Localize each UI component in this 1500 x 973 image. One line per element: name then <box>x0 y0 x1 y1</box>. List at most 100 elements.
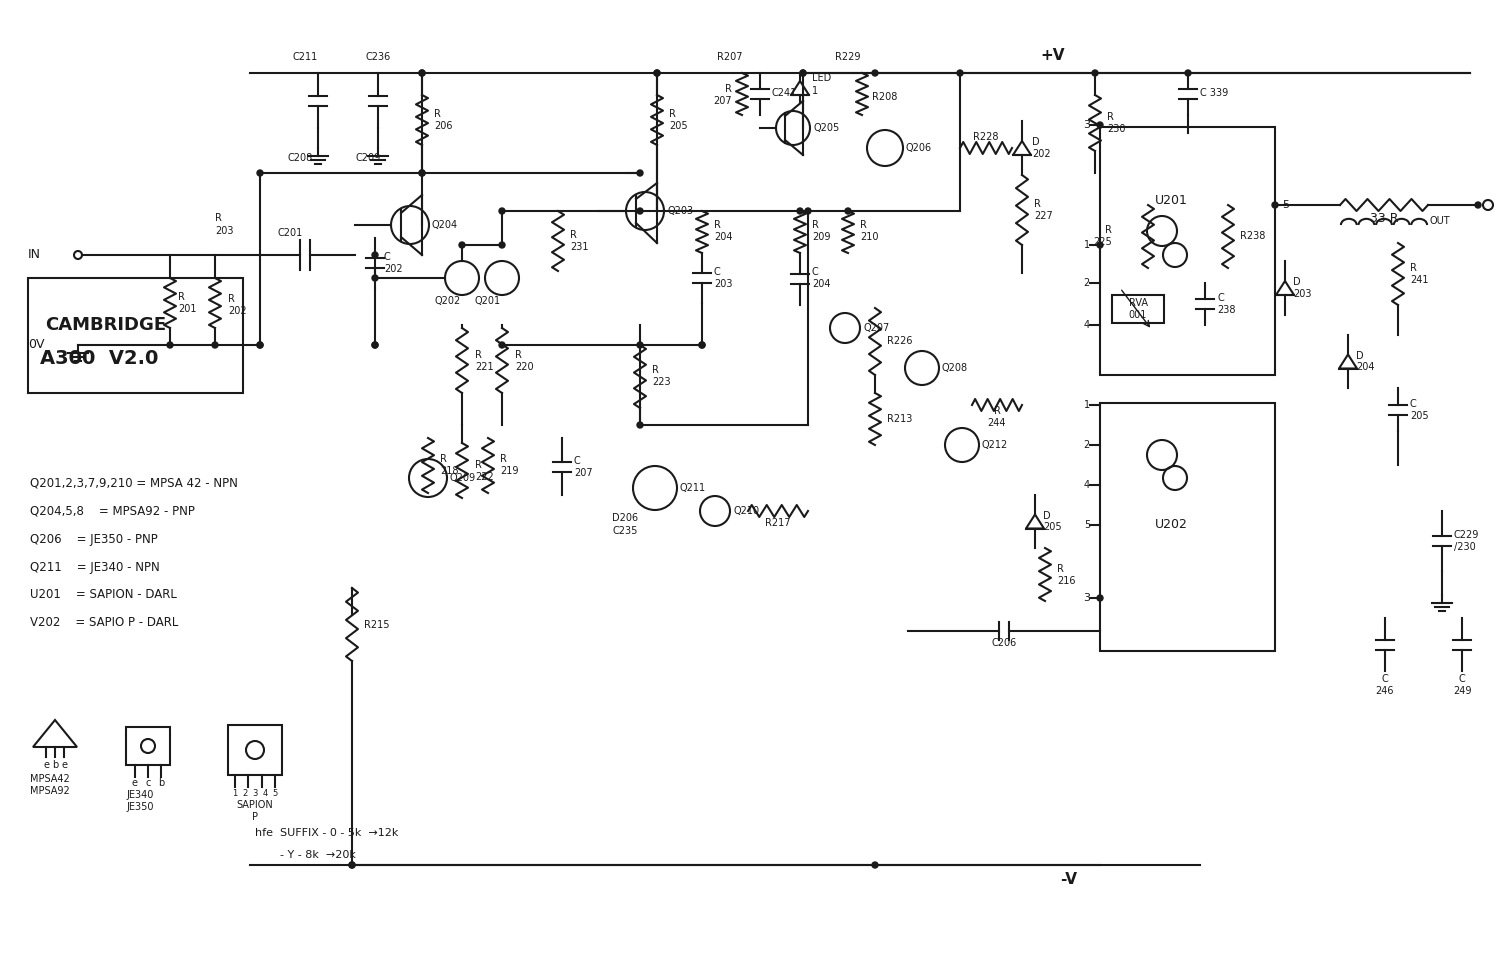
Text: 3: 3 <box>1083 593 1090 603</box>
Text: D
205: D 205 <box>1042 511 1062 532</box>
Text: Q211: Q211 <box>680 483 706 493</box>
Text: 4: 4 <box>1084 480 1090 490</box>
Text: R
244: R 244 <box>987 406 1006 428</box>
Text: A300  V2.0: A300 V2.0 <box>40 348 159 368</box>
Text: 33 R: 33 R <box>1370 211 1398 225</box>
Text: Q202: Q202 <box>435 296 460 306</box>
Text: D206: D206 <box>612 513 638 523</box>
Circle shape <box>1096 595 1102 601</box>
Text: P: P <box>252 812 258 822</box>
Text: hfe  SUFFIX - 0 - 5k  →12k: hfe SUFFIX - 0 - 5k →12k <box>255 828 399 838</box>
Text: R
218: R 218 <box>440 454 459 476</box>
Text: MPSA92: MPSA92 <box>30 786 69 796</box>
Text: Q201,2,3,7,9,210 = MPSA 42 - NPN: Q201,2,3,7,9,210 = MPSA 42 - NPN <box>30 477 239 489</box>
Circle shape <box>256 342 262 348</box>
Bar <box>126 727 170 765</box>
Circle shape <box>699 342 705 348</box>
Text: Q208: Q208 <box>942 363 968 373</box>
Text: Q205: Q205 <box>813 123 840 133</box>
Text: R215: R215 <box>364 620 390 630</box>
Circle shape <box>654 70 660 76</box>
Text: 5: 5 <box>1282 200 1288 210</box>
Text: R
223: R 223 <box>652 365 670 387</box>
Circle shape <box>957 70 963 76</box>
Text: R
207: R 207 <box>714 85 732 106</box>
Text: R: R <box>214 213 222 223</box>
Text: U201: U201 <box>1155 195 1188 207</box>
Circle shape <box>419 70 424 76</box>
Text: 2: 2 <box>1083 278 1090 288</box>
Circle shape <box>211 342 217 348</box>
Circle shape <box>1096 242 1102 248</box>
Circle shape <box>871 70 877 76</box>
Text: JE350: JE350 <box>126 802 153 812</box>
Text: CAMBRIDGE: CAMBRIDGE <box>45 316 166 334</box>
Text: LED: LED <box>812 73 831 83</box>
Text: R
231: R 231 <box>570 231 588 252</box>
Text: e: e <box>132 778 138 788</box>
Text: 5: 5 <box>273 788 278 798</box>
Circle shape <box>500 208 506 214</box>
Text: 1: 1 <box>232 788 237 798</box>
Text: Q203: Q203 <box>668 206 693 216</box>
Circle shape <box>806 208 812 214</box>
Bar <box>1112 295 1164 323</box>
Text: R207: R207 <box>717 52 742 62</box>
Text: U202: U202 <box>1155 519 1188 531</box>
Circle shape <box>372 275 378 281</box>
Text: 203: 203 <box>214 226 234 236</box>
Text: R208: R208 <box>871 92 897 102</box>
Text: D
204: D 204 <box>1356 350 1374 373</box>
Text: D
202: D 202 <box>1032 137 1050 159</box>
Text: Q204: Q204 <box>432 220 457 230</box>
Circle shape <box>350 862 355 868</box>
Text: OUT: OUT <box>1430 216 1450 226</box>
Text: R
221: R 221 <box>476 350 494 372</box>
Text: b: b <box>158 778 164 788</box>
Text: 1: 1 <box>812 86 818 96</box>
Text: 1: 1 <box>1084 400 1090 410</box>
Text: 1: 1 <box>1084 240 1090 250</box>
Circle shape <box>638 342 644 348</box>
Text: Q201: Q201 <box>476 296 501 306</box>
Text: R
204: R 204 <box>714 220 732 242</box>
Bar <box>1100 127 1275 375</box>
Text: C
207: C 207 <box>574 456 592 478</box>
Text: R
227: R 227 <box>1034 199 1053 221</box>
Bar <box>1100 403 1275 651</box>
Circle shape <box>166 342 172 348</box>
Text: C 339: C 339 <box>1200 88 1228 98</box>
Text: R228: R228 <box>974 132 999 142</box>
Text: e: e <box>62 760 68 770</box>
Text: C
246: C 246 <box>1376 674 1395 696</box>
Circle shape <box>500 342 506 348</box>
Text: V202    = SAPIO P - DARL: V202 = SAPIO P - DARL <box>30 617 178 630</box>
Text: C235: C235 <box>612 526 638 536</box>
Text: IN: IN <box>28 248 40 262</box>
Circle shape <box>256 342 262 348</box>
Text: C206: C206 <box>992 638 1017 648</box>
Text: Q204,5,8    = MPSA92 - PNP: Q204,5,8 = MPSA92 - PNP <box>30 504 195 518</box>
Bar <box>228 725 282 775</box>
Text: R
222: R 222 <box>476 460 494 482</box>
Circle shape <box>871 862 877 868</box>
Text: RVA
001: RVA 001 <box>1128 298 1148 320</box>
Text: R
202: R 202 <box>228 294 246 316</box>
Circle shape <box>800 70 806 76</box>
Circle shape <box>638 208 644 214</box>
Circle shape <box>1474 202 1480 208</box>
Text: R229: R229 <box>836 52 861 62</box>
Text: D
203: D 203 <box>1293 277 1311 299</box>
Circle shape <box>638 422 644 428</box>
Text: C
249: C 249 <box>1452 674 1472 696</box>
Text: - Y - 8k  →20k: - Y - 8k →20k <box>280 850 356 860</box>
Text: C
238: C 238 <box>1216 293 1236 315</box>
Text: R226: R226 <box>886 336 912 346</box>
Text: C236: C236 <box>366 52 390 62</box>
Text: c: c <box>146 778 150 788</box>
Circle shape <box>1096 122 1102 128</box>
Text: 3: 3 <box>252 788 258 798</box>
Circle shape <box>800 70 806 76</box>
Text: R
209: R 209 <box>812 220 831 242</box>
Text: b: b <box>53 760 58 770</box>
